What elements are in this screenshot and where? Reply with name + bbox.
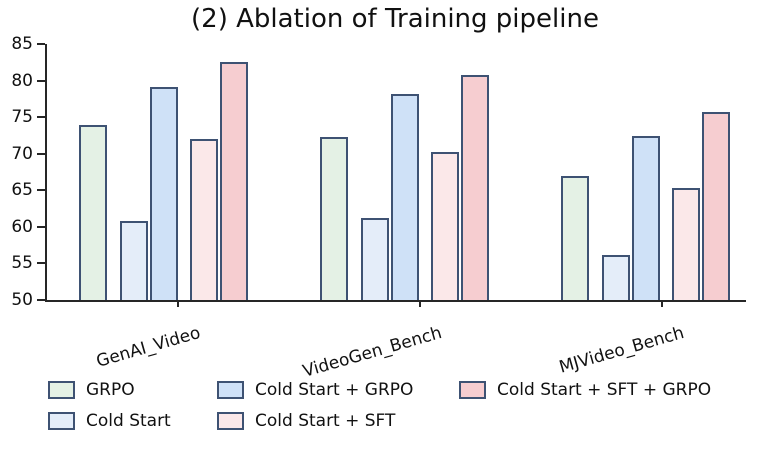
legend-swatch-grpo [48,381,75,399]
legend-label-cold-start-sft: Cold Start + SFT [255,411,396,431]
y-tick [37,79,45,82]
y-tick-label: 75 [11,107,33,128]
y-tick [37,225,45,228]
y-tick-label: 70 [11,143,33,164]
bar-videogen-bench-cold-start [361,218,389,302]
y-tick-label: 60 [11,216,33,237]
bar-genai-video-cold-start-sft [190,139,218,302]
bar-videogen-bench-cold-start-grpo [391,93,419,302]
x-tick-label: MJVideo_Bench [557,323,687,378]
x-tick-label: VideoGen_Bench [300,323,445,382]
legend-label-cold-start-sft-grpo: Cold Start + SFT + GRPO [497,380,712,400]
legend-swatch-cold-start [48,412,75,430]
y-tick-label: 85 [11,34,33,54]
y-tick-label: 65 [11,180,33,201]
y-tick [37,152,45,155]
y-tick-label: 55 [11,253,33,274]
y-tick [37,116,45,119]
y-tick-label: 50 [11,290,33,310]
y-tick [37,299,45,301]
legend-swatch-cold-start-grpo [217,381,244,399]
bar-mjvideo-bench-cold-start [602,255,630,302]
y-axis-line [45,44,47,302]
bar-mjvideo-bench-cold-start-sft [672,188,700,302]
bar-genai-video-grpo [79,125,107,302]
x-tick [419,302,421,307]
bar-mjvideo-bench-cold-start-sft-grpo [702,112,730,302]
y-tick [37,189,45,192]
x-tick [177,302,179,307]
bar-mjvideo-bench-grpo [561,176,589,302]
x-axis-line [45,300,746,302]
bar-genai-video-cold-start [120,221,148,302]
bar-genai-video-cold-start-sft-grpo [220,62,248,302]
bar-videogen-bench-cold-start-sft-grpo [461,75,489,302]
legend-label-cold-start-grpo: Cold Start + GRPO [255,380,414,400]
legend-label-cold-start: Cold Start [86,411,171,431]
x-tick-label: GenAI_Video [93,323,203,372]
bar-mjvideo-bench-cold-start-grpo [632,136,660,302]
bar-genai-video-cold-start-grpo [150,87,178,302]
legend-swatch-cold-start-sft [217,412,244,430]
legend-label-grpo: GRPO [86,380,135,400]
y-tick [37,43,45,45]
legend-swatch-cold-start-sft-grpo [459,381,486,399]
chart-title: (2) Ablation of Training pipeline [191,4,599,34]
y-tick [37,262,45,265]
y-tick-label: 80 [11,70,33,91]
x-tick [661,302,663,307]
bar-videogen-bench-cold-start-sft [431,151,459,302]
bar-videogen-bench-grpo [320,136,348,302]
